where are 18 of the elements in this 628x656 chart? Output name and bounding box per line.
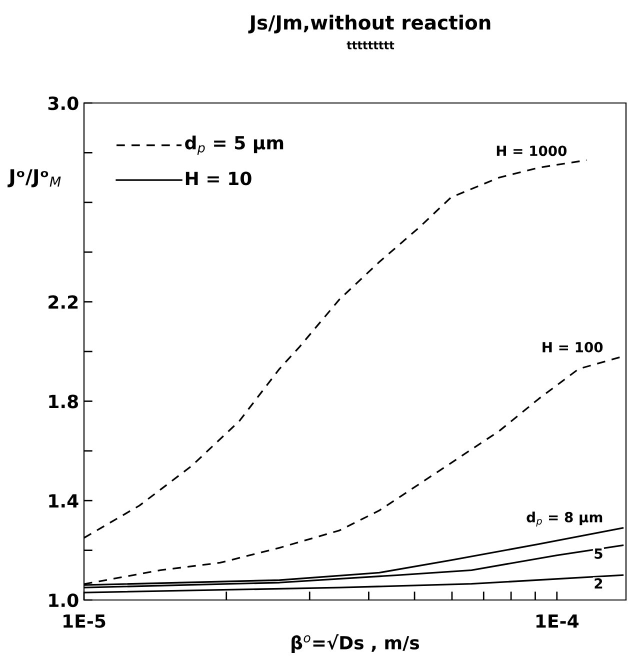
annotation: d$_{p}$ = 5 µm [185, 136, 284, 155]
chart-subtitle: ttttttttt [346, 41, 394, 50]
series-label: d$_{p}$ = 8 µm [526, 512, 602, 527]
series-label: 2 [594, 578, 602, 588]
series-label: H = 1000 [496, 146, 567, 156]
x-axis-title: β$^{o}$=√Ds , m/s [292, 634, 420, 654]
y-tick-label: 3.0 [48, 96, 78, 110]
annotation: H = 10 [186, 172, 252, 186]
y-axis-title: Jᵒ/Jᵒ$_{M}$ [8, 169, 61, 188]
y-tick-label: 1.0 [49, 593, 78, 608]
y-tick-label: 1.4 [49, 494, 78, 508]
x-tick-label: 1E-5 [64, 614, 106, 628]
series-label: H = 100 [542, 342, 603, 352]
x-tick-label: 1E-4 [536, 614, 579, 628]
chart-title: Js/Jm,without reaction [248, 14, 490, 34]
y-tick-label: 1.8 [49, 394, 78, 408]
y-tick-label: 2.2 [48, 295, 78, 309]
series-label: 5 [594, 548, 602, 559]
